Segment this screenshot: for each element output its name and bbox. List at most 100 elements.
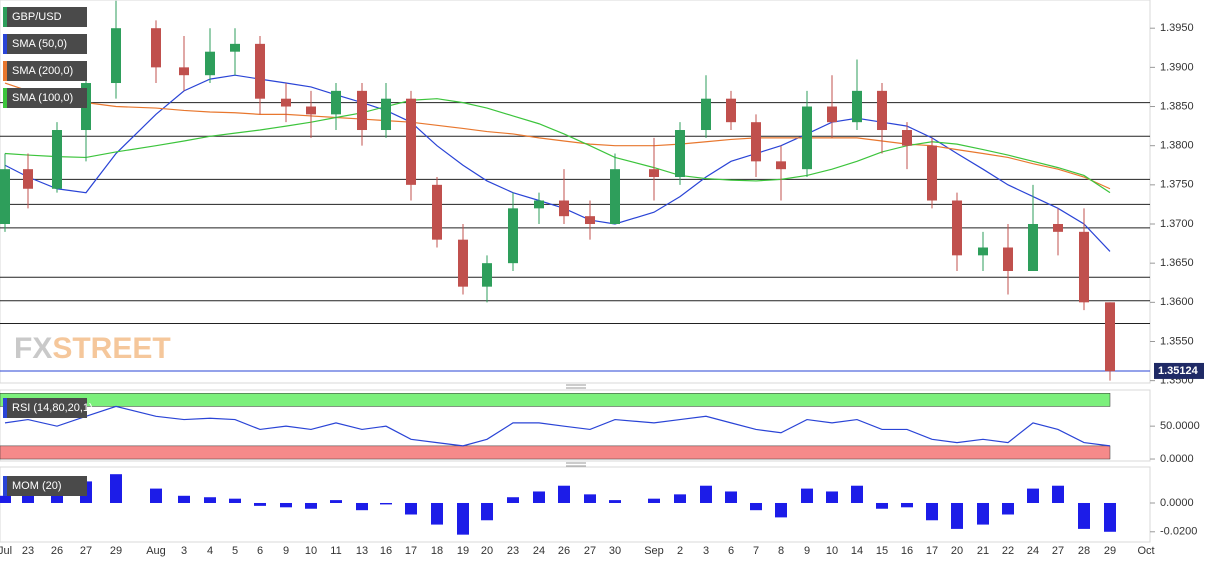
legend-box bbox=[3, 398, 87, 418]
mom-bar bbox=[431, 502, 443, 525]
legend-swatch bbox=[3, 476, 7, 496]
y-tick-label: 1.3850 bbox=[1160, 100, 1194, 112]
legend-label: SMA (50,0) bbox=[12, 38, 67, 50]
candle-body bbox=[726, 98, 736, 123]
candle-body bbox=[559, 200, 569, 217]
candle-body bbox=[675, 130, 685, 178]
x-tick-label: 17 bbox=[926, 545, 938, 557]
candle-body bbox=[52, 130, 62, 189]
x-tick-label: 16 bbox=[380, 545, 392, 557]
y-tick-label: 50.0000 bbox=[1160, 420, 1200, 432]
candle-body bbox=[23, 169, 33, 189]
legend-swatch bbox=[3, 88, 7, 108]
x-tick-label: 27 bbox=[80, 545, 92, 557]
candle-body bbox=[406, 98, 416, 185]
legend-box bbox=[3, 476, 87, 496]
mom-bar bbox=[1052, 485, 1064, 503]
x-tick-label: 23 bbox=[507, 545, 519, 557]
candle-body bbox=[331, 90, 341, 115]
y-tick-label: 1.3800 bbox=[1160, 140, 1194, 152]
candle-body bbox=[701, 98, 711, 131]
rsi-band bbox=[0, 393, 1111, 407]
mom-bar bbox=[584, 494, 596, 503]
x-tick-label: 19 bbox=[457, 545, 469, 557]
candle-body bbox=[1028, 224, 1038, 271]
candle-body bbox=[458, 239, 468, 287]
x-tick-label: 24 bbox=[533, 545, 545, 557]
mom-bar bbox=[1027, 488, 1039, 503]
mom-bar bbox=[356, 502, 368, 511]
candle-body bbox=[1003, 247, 1013, 271]
candle-body bbox=[610, 169, 620, 225]
candle-body bbox=[1079, 231, 1089, 303]
y-tick-label: 1.3750 bbox=[1160, 179, 1194, 191]
mom-bar bbox=[951, 502, 963, 529]
mom-bar bbox=[204, 497, 216, 503]
mom-bar bbox=[457, 502, 469, 535]
x-tick-label: Jul bbox=[0, 545, 12, 557]
y-tick-label: 1.3550 bbox=[1160, 335, 1194, 347]
x-tick-label: 29 bbox=[1104, 545, 1116, 557]
legend-box bbox=[3, 34, 87, 54]
mom-bar bbox=[507, 497, 519, 503]
candle-body bbox=[534, 200, 544, 209]
y-tick-label: 0.0000 bbox=[1160, 497, 1194, 509]
candle-body bbox=[1105, 302, 1115, 372]
x-tick-label: 23 bbox=[22, 545, 34, 557]
x-tick-label: 27 bbox=[584, 545, 596, 557]
x-tick-label: 29 bbox=[110, 545, 122, 557]
mom-bar bbox=[229, 498, 241, 503]
rsi-line bbox=[4, 405, 1111, 447]
candle-body bbox=[306, 106, 316, 115]
mom-bar bbox=[558, 485, 570, 503]
y-tick-label: -0.0200 bbox=[1160, 526, 1197, 538]
y-tick-label: 0.0000 bbox=[1160, 453, 1194, 465]
x-tick-label: 26 bbox=[51, 545, 63, 557]
candle-body bbox=[151, 28, 161, 68]
candle-body bbox=[482, 263, 492, 287]
mom-bar bbox=[330, 500, 342, 503]
x-tick-label: 6 bbox=[728, 545, 734, 557]
candle-body bbox=[776, 161, 786, 170]
x-tick-label: 20 bbox=[951, 545, 963, 557]
mom-bar bbox=[254, 502, 266, 506]
mom-bar bbox=[0, 495, 11, 503]
x-tick-label: 10 bbox=[826, 545, 838, 557]
mom-bar bbox=[750, 502, 762, 511]
x-tick-label: 26 bbox=[558, 545, 570, 557]
x-tick-label: 4 bbox=[207, 545, 213, 557]
mom-bar bbox=[775, 502, 787, 518]
x-tick-label: 10 bbox=[305, 545, 317, 557]
mom-bar bbox=[851, 485, 863, 503]
legend-swatch bbox=[3, 7, 7, 27]
x-tick-label: 28 bbox=[1078, 545, 1090, 557]
legend-box bbox=[3, 7, 87, 27]
legend-label: MOM (20) bbox=[12, 480, 62, 492]
x-tick-label: 3 bbox=[703, 545, 709, 557]
last-price-label: 1.35124 bbox=[1158, 365, 1199, 377]
x-tick-label: 21 bbox=[977, 545, 989, 557]
y-tick-label: 1.3900 bbox=[1160, 61, 1194, 73]
candle-body bbox=[952, 200, 962, 256]
legend-box bbox=[3, 61, 87, 81]
candle-body bbox=[927, 145, 937, 201]
candle-body bbox=[827, 106, 837, 123]
candle-body bbox=[432, 184, 442, 240]
mom-bar bbox=[481, 502, 493, 521]
mom-bar bbox=[901, 502, 913, 508]
x-tick-label: 15 bbox=[876, 545, 888, 557]
mom-bar bbox=[977, 502, 989, 525]
candle-body bbox=[649, 169, 659, 178]
x-tick-label: Aug bbox=[146, 545, 166, 557]
x-tick-label: 3 bbox=[181, 545, 187, 557]
candle-body bbox=[205, 51, 215, 76]
x-tick-label: 7 bbox=[753, 545, 759, 557]
candle-body bbox=[230, 43, 240, 52]
legend-swatch bbox=[3, 34, 7, 54]
watermark-part: STREET bbox=[52, 332, 170, 365]
y-tick-label: 1.3650 bbox=[1160, 257, 1194, 269]
mom-bar bbox=[405, 502, 417, 515]
mom-bar bbox=[1104, 502, 1116, 532]
x-tick-label: 13 bbox=[356, 545, 368, 557]
candle-body bbox=[852, 90, 862, 123]
